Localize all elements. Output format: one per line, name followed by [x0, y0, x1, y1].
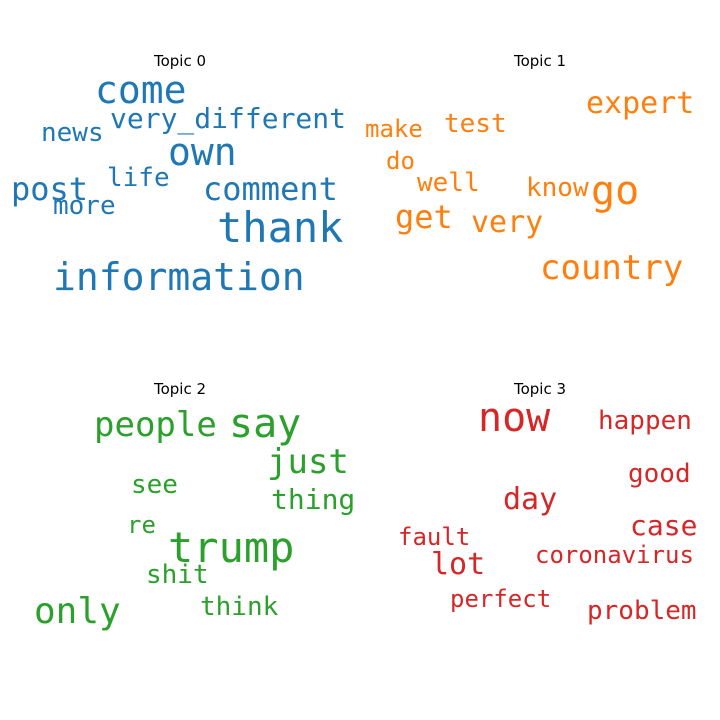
wordcloud-word: well	[417, 167, 480, 198]
wordcloud-word: own	[168, 130, 237, 175]
wordcloud-word: come	[95, 68, 187, 113]
topic-panel: Topic 2 people say just see thing re trump shit o…	[0, 328, 360, 688]
topic-panel: Topic 1 expert test make do well know go get very…	[360, 0, 720, 360]
wordcloud-word: expert	[586, 85, 695, 121]
wordcloud-word: good	[628, 458, 691, 489]
wordcloud-word: very_different	[110, 102, 347, 136]
wordcloud-word: thank	[217, 203, 344, 253]
wordcloud-word: coronavirus	[535, 541, 694, 570]
wordcloud-word: just	[267, 442, 349, 483]
wordcloud-word: post	[11, 170, 89, 209]
wordcloud-word: case	[630, 509, 698, 543]
wordcloud-word: news	[41, 117, 104, 148]
wordcloud-word: go	[591, 167, 640, 214]
wordcloud-word: problem	[587, 595, 697, 626]
panel-title: Topic 1	[513, 52, 567, 70]
panel-title: Topic 3	[513, 380, 567, 398]
wordcloud-word: more	[53, 190, 116, 221]
panel-title: Topic 2	[153, 380, 207, 398]
wordcloud-word: fault	[398, 523, 471, 552]
wordcloud-word: get	[395, 198, 453, 237]
wordcloud-word: only	[34, 590, 121, 632]
wordcloud-word: re	[127, 511, 156, 540]
wordcloud-word: think	[200, 591, 279, 622]
wordcloud-word: life	[107, 162, 170, 193]
wordcloud-word: comment	[203, 170, 338, 209]
wordcloud-word: see	[131, 469, 178, 500]
wordcloud-word: people	[94, 405, 217, 446]
wordcloud-word: say	[229, 400, 302, 447]
panel-title: Topic 0	[153, 52, 207, 70]
wordcloud-word: test	[444, 108, 507, 139]
wordcloud-word: know	[526, 172, 589, 203]
wordcloud-word: now	[478, 394, 551, 441]
wordcloud-word: day	[503, 481, 558, 517]
wordcloud-word: happen	[598, 405, 692, 436]
wordcloud-word: country	[540, 248, 684, 289]
topic-panel: Topic 0 come very_different news own life post…	[0, 0, 360, 360]
topic-panel: Topic 3 now happen good day case fault coronavi…	[360, 328, 720, 688]
wordcloud-word: shit	[146, 559, 209, 590]
wordcloud-word: make	[365, 115, 423, 144]
wordcloud-word: very	[471, 204, 544, 240]
wordcloud-word: perfect	[450, 585, 552, 614]
wordcloud-word: information	[53, 255, 305, 300]
wordcloud-word: do	[386, 147, 415, 176]
wordcloud-word: trump	[168, 523, 295, 573]
wordcloud-word: thing	[271, 483, 356, 517]
wordcloud-word: lot	[431, 546, 486, 582]
